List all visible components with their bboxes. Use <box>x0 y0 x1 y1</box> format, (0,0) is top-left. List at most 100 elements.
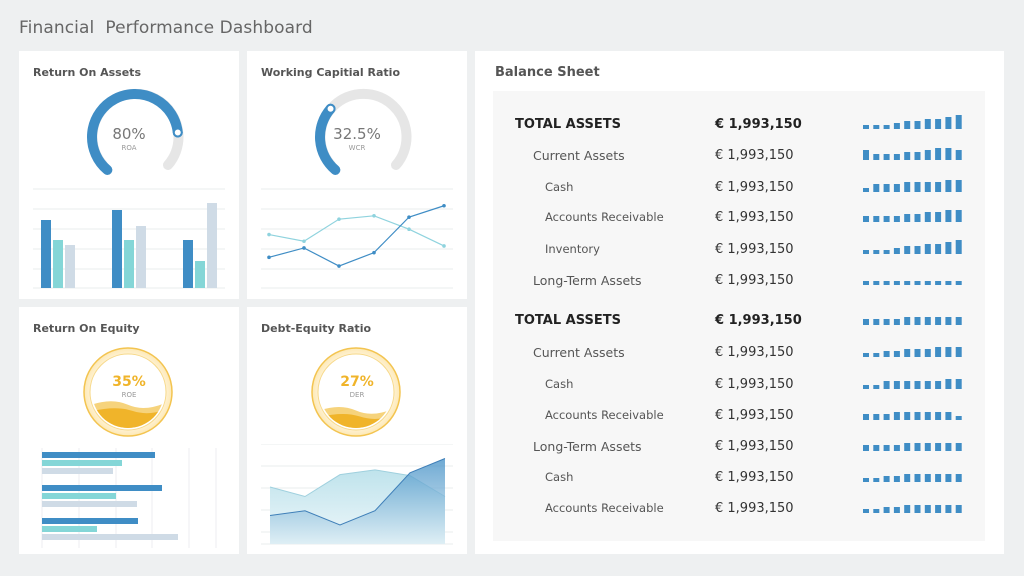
wcr-point <box>267 232 271 237</box>
sparkline-bar <box>935 412 942 420</box>
wcr-series-line <box>268 205 445 267</box>
balance-sheet-row-value: € 1,993,150 <box>715 117 802 132</box>
balance-sheet-row: Long-Term Assets € 1,993,150 <box>493 437 985 457</box>
balance-sheet-row: Accounts Receivable € 1,993,150 <box>493 208 985 228</box>
sparkline-bar <box>873 154 880 160</box>
roe-label: ROE <box>121 391 137 399</box>
sparkline-bar <box>935 212 942 222</box>
sparkline-bar <box>955 150 962 160</box>
roa-label: ROA <box>121 144 137 152</box>
sparkline-bar <box>935 505 942 513</box>
sparkline-bar <box>945 412 952 420</box>
roa-bar <box>183 240 193 288</box>
sparkline-bar <box>924 505 931 513</box>
sparkline-bar <box>924 317 931 325</box>
sparkline-bar <box>893 412 900 420</box>
der-series-line <box>269 458 446 526</box>
balance-sheet-row-label: Current Assets <box>533 345 625 360</box>
sparkline-bar <box>863 445 869 451</box>
sparkline-bar <box>893 507 900 513</box>
sparkline-bar <box>914 412 921 420</box>
balance-sheet-row-value: € 1,993,150 <box>715 313 802 328</box>
sparkline-bar <box>873 353 880 357</box>
wcr-series-line <box>268 215 445 247</box>
wcr-gauge-text: 32.5% WCR <box>247 125 467 152</box>
sparkline-bar <box>904 281 911 285</box>
roa-card-title: Return On Assets <box>33 66 141 79</box>
wcr-point <box>407 215 411 219</box>
wcr-value: 32.5% <box>333 125 381 143</box>
sparkline-bar <box>924 119 931 129</box>
sparkline-bar <box>883 381 890 389</box>
sparkline-bar <box>935 119 942 129</box>
sparkline-bar <box>935 443 942 451</box>
sparkline-bar <box>924 443 931 451</box>
wcr-gauge <box>315 88 412 175</box>
balance-sheet-row-value: € 1,993,150 <box>715 439 794 454</box>
roe-card: Return On Equity 35% ROE <box>19 307 239 554</box>
balance-sheet-row-value: € 1,993,150 <box>715 210 794 225</box>
wcr-point <box>407 227 411 231</box>
balance-sheet-row: Current Assets € 1,993,150 <box>493 343 985 363</box>
sparkline-bar <box>893 216 900 222</box>
balance-sheet-row: Long-Term Assets € 1,993,150 <box>493 271 985 291</box>
sparkline-bar <box>863 509 869 513</box>
sparkline-bar <box>893 154 900 160</box>
sparkline-bar <box>955 443 962 451</box>
sparkline-bar <box>904 214 911 222</box>
wcr-point <box>302 239 306 244</box>
wcr-point <box>442 203 446 208</box>
roa-gauge <box>87 88 184 175</box>
sparkline-bar <box>914 246 921 254</box>
sparkline-bar <box>883 507 890 513</box>
sparkline-bar <box>904 381 911 389</box>
sparkline-bar <box>945 210 952 222</box>
wcr-label: WCR <box>348 144 366 152</box>
sparkline-bar <box>935 281 942 285</box>
sparkline-bar <box>883 216 890 222</box>
sparkline-bar <box>935 474 942 482</box>
sparkline <box>863 474 962 482</box>
sparkline-bar <box>914 474 921 482</box>
roe-bar <box>42 485 162 491</box>
sparkline-bar <box>904 443 911 451</box>
sparkline-bar <box>873 478 880 482</box>
sparkline-bar <box>955 379 962 389</box>
wcr-point <box>372 250 376 255</box>
sparkline-bar <box>935 182 942 192</box>
roa-value: 80% <box>112 125 146 143</box>
der-card: Debt-Equity Ratio 27% DER <box>247 307 467 554</box>
page-title: Financial Performance Dashboard <box>19 18 313 38</box>
balance-sheet-row-value: € 1,993,150 <box>715 273 794 288</box>
sparkline-bar <box>883 476 890 482</box>
balance-sheet-row-value: € 1,993,150 <box>715 242 794 257</box>
sparkline-bar <box>945 180 952 192</box>
balance-sheet-row-label: Accounts Receivable <box>545 408 664 422</box>
roe-bar <box>42 501 137 507</box>
sparkline-bar <box>904 121 911 129</box>
wcr-gauge-fill <box>315 103 341 175</box>
sparkline-bar <box>935 317 942 325</box>
roa-bar <box>112 210 122 288</box>
sparkline-bar <box>883 154 890 160</box>
sparkline-bar <box>863 250 869 254</box>
sparkline-bar <box>863 281 869 285</box>
balance-sheet-row-value: € 1,993,150 <box>715 408 794 423</box>
sparkline-bar <box>935 347 942 357</box>
balance-sheet-row-value: € 1,993,150 <box>715 180 794 195</box>
sparkline-bar <box>945 281 952 285</box>
balance-sheet-row-label: Accounts Receivable <box>545 210 664 224</box>
roe-card-title: Return On Equity <box>33 322 140 335</box>
sparkline-bar <box>873 509 880 513</box>
balance-sheet-row-label: TOTAL ASSETS <box>515 117 621 132</box>
der-value: 27% <box>340 374 374 390</box>
balance-sheet-row-value: € 1,993,150 <box>715 470 794 485</box>
sparkline-bar <box>873 184 880 192</box>
sparkline-bar <box>935 244 942 254</box>
wcr-point <box>337 217 341 221</box>
roe-gauge-text: 35% ROE <box>19 374 239 399</box>
roe-bar <box>42 526 97 532</box>
roa-card: Return On Assets 80% ROA <box>19 51 239 299</box>
sparkline-bar <box>873 319 880 325</box>
balance-sheet-row-label: Long-Term Assets <box>533 273 642 288</box>
